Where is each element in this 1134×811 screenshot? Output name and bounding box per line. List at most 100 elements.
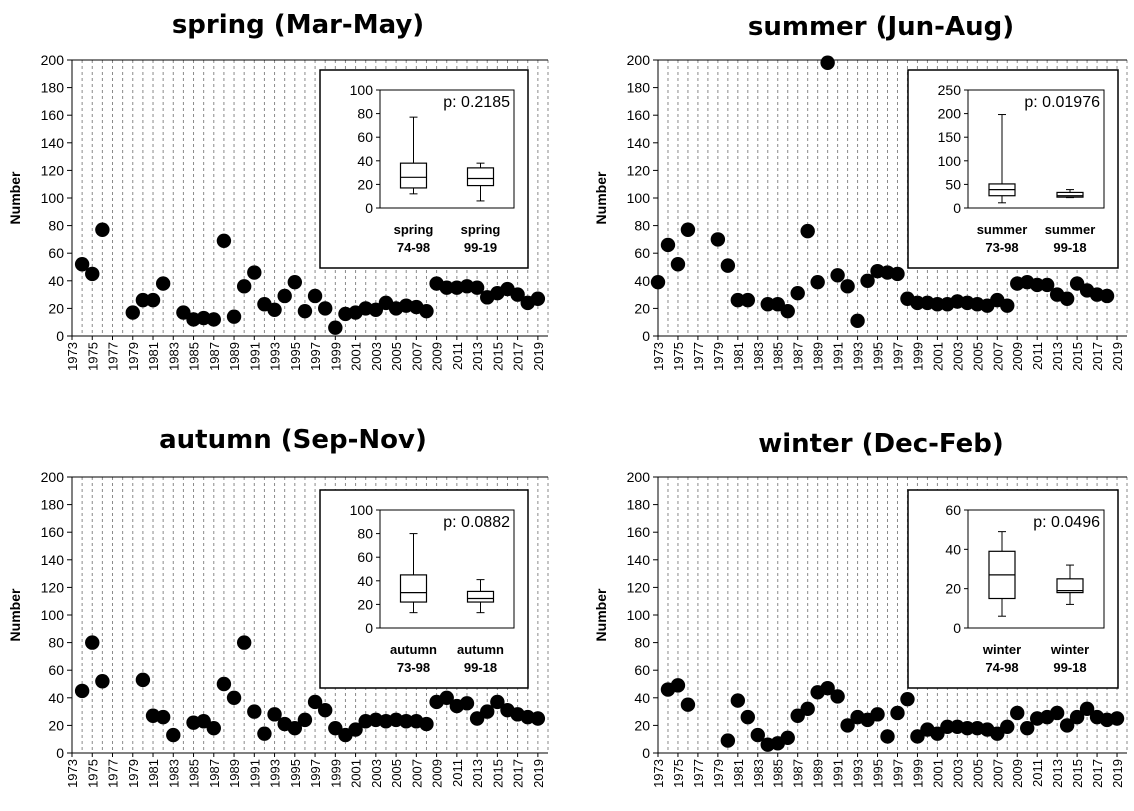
x-tick-label: 1999	[910, 759, 925, 788]
inset-y-tick-label: 40	[357, 153, 373, 169]
x-tick-label: 1977	[691, 759, 706, 788]
data-point	[348, 722, 363, 737]
y-tick-label: 80	[634, 635, 650, 651]
x-tick-label: 2005	[389, 759, 404, 788]
x-tick-label: 1993	[268, 759, 283, 788]
data-point	[510, 287, 525, 302]
y-tick-label: 120	[41, 579, 65, 595]
x-tick-label: 2017	[1090, 759, 1105, 788]
x-tick-label: 1985	[187, 342, 202, 371]
x-tick-label: 2001	[349, 342, 364, 371]
data-point	[1059, 718, 1075, 733]
data-point	[166, 727, 181, 743]
x-tick-label: 2013	[1050, 342, 1065, 371]
x-tick-label: 1997	[308, 759, 323, 788]
x-tick-label: 2005	[389, 342, 404, 371]
box-0: spring 74-98	[394, 116, 433, 255]
x-tick-label: 1987	[791, 759, 806, 788]
inset-boxplot: 0 20 40 60 80 100 p: 0.2185 spring 74-98 spring 99…	[319, 69, 529, 269]
data-point	[368, 302, 384, 317]
inset-y-tick-label: 20	[357, 596, 373, 612]
y-tick-label: 80	[48, 635, 64, 651]
data-point	[720, 733, 736, 748]
y-tick-label: 140	[41, 135, 65, 151]
x-tick-label: 2013	[470, 759, 485, 788]
chart-title: summer (Jun-Aug)	[748, 12, 1014, 42]
data-point	[730, 292, 746, 308]
data-point	[820, 680, 835, 696]
inset-category-label: spring	[461, 222, 501, 237]
p-value-label: p: 0.01976	[1024, 94, 1100, 111]
y-axis-label: Number	[7, 588, 23, 641]
inset-y-tick-label: 0	[953, 200, 961, 216]
chart-title: winter (Dec-Feb)	[758, 429, 1004, 459]
data-point	[1069, 709, 1085, 725]
x-tick-label: 1983	[751, 759, 766, 788]
inset-y-tick-label: 100	[350, 82, 374, 98]
data-point	[880, 729, 895, 744]
y-tick-label: 200	[627, 52, 651, 68]
inset-y-tick-label: 150	[938, 129, 962, 145]
x-tick-label: 1975	[671, 342, 686, 371]
y-tick-label: 60	[634, 662, 650, 678]
x-tick-label: 1977	[106, 342, 121, 371]
x-tick-label: 1985	[771, 759, 786, 788]
x-tick-label: 1999	[910, 342, 925, 371]
y-tick-label: 0	[56, 328, 64, 344]
x-tick-label: 1999	[328, 759, 343, 788]
x-tick-label: 1993	[851, 342, 866, 371]
y-tick-label: 120	[627, 162, 651, 178]
data-point	[940, 719, 955, 734]
inset-category-period: 73-98	[985, 240, 1018, 255]
data-point	[810, 274, 825, 290]
x-tick-label: 2003	[950, 759, 965, 788]
data-point	[900, 691, 915, 707]
inset-category-label: winter	[982, 642, 1021, 657]
chart-panel-1: summer (Jun-Aug) 0 20 40 60 80 100 120 140 160 180…	[593, 12, 1128, 371]
data-point	[1000, 298, 1015, 313]
inset-boxplot: 0 20 40 60 80 100 p: 0.0882 autumn 73-98 autumn 99…	[319, 489, 529, 689]
x-tick-label: 1973	[651, 342, 666, 371]
inset-plot-area	[379, 89, 515, 209]
inset-y-tick-label: 20	[357, 176, 373, 192]
data-point	[750, 727, 765, 743]
inset-y-tick-label: 200	[938, 106, 962, 122]
data-point	[287, 720, 303, 736]
y-axis-label: Number	[593, 588, 609, 641]
data-point	[85, 635, 100, 650]
x-tick-label: 2001	[349, 759, 364, 788]
y-tick-label: 140	[627, 552, 651, 568]
data-point	[287, 274, 303, 290]
inset-y-tick-label: 0	[953, 620, 961, 636]
data-point	[1029, 277, 1045, 293]
x-tick-label: 1991	[247, 759, 262, 788]
data-point	[95, 674, 110, 689]
inset-boxplot: 0 20 40 60 p: 0.0496 winter 74-98 winter 99-18	[907, 489, 1119, 689]
x-tick-label: 2003	[950, 342, 965, 371]
inset-y-tick-label: 100	[938, 153, 962, 169]
inset-category-label: winter	[1050, 642, 1089, 657]
data-point	[840, 718, 855, 733]
data-point	[176, 305, 191, 320]
data-point	[257, 726, 272, 741]
y-tick-label: 100	[627, 607, 651, 623]
data-point	[1010, 705, 1025, 721]
inset-plot-area	[967, 89, 1105, 209]
inset-category-label: autumn	[390, 642, 437, 657]
y-tick-label: 140	[627, 135, 651, 151]
inset-y-tick-label: 80	[357, 526, 373, 542]
box-iqr	[399, 162, 428, 189]
x-tick-label: 1987	[791, 342, 806, 371]
data-point	[1049, 705, 1065, 721]
data-point	[680, 697, 696, 712]
data-point	[135, 292, 151, 308]
data-point	[247, 704, 262, 719]
y-tick-label: 40	[634, 273, 650, 289]
y-tick-label: 160	[627, 524, 651, 540]
data-point	[740, 709, 756, 725]
box-0: autumn 73-98	[390, 533, 437, 675]
y-axis-label: Number	[7, 171, 23, 224]
data-point	[216, 233, 232, 248]
data-point	[317, 703, 333, 718]
p-value-label: p: 0.2185	[443, 94, 510, 111]
